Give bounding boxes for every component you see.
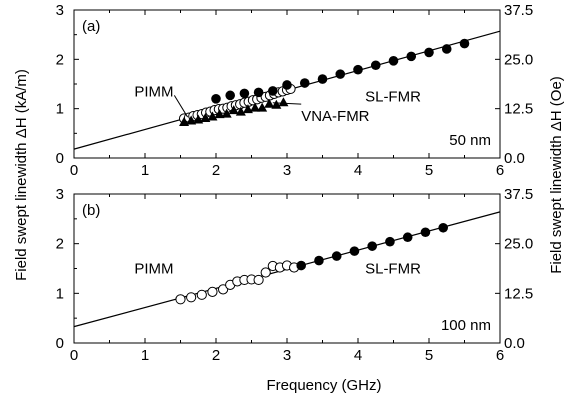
vna-fmr-point <box>278 97 288 106</box>
x-tick-label: 0 <box>70 347 78 364</box>
sl-fmr-point <box>385 237 395 247</box>
pimm-point <box>208 287 217 296</box>
pimm-label: PIMM <box>134 261 173 278</box>
sl-fmr-point <box>240 89 250 99</box>
sl-fmr-point <box>318 74 328 84</box>
sl-fmr-point <box>335 69 345 79</box>
sl-fmr-point <box>350 246 360 256</box>
panel-label: (a) <box>82 18 100 35</box>
y-right-tick-label: 12.5 <box>504 285 533 302</box>
sl-fmr-point <box>406 52 416 62</box>
y-tick-label: 2 <box>56 51 64 68</box>
sl-fmr-point <box>438 223 448 233</box>
x-tick-label: 3 <box>283 347 291 364</box>
sl-fmr-point <box>254 88 264 98</box>
x-tick-label: 0 <box>70 162 78 179</box>
sl-fmr-point <box>389 56 399 66</box>
x-tick-label: 4 <box>354 162 362 179</box>
x-tick-label: 1 <box>141 162 149 179</box>
sl-fmr-point <box>211 94 221 104</box>
y-tick-label: 1 <box>56 101 64 118</box>
sl-fmr-point <box>421 227 431 237</box>
pimm-point <box>254 275 263 284</box>
pimm-label: PIMM <box>134 83 173 100</box>
y-tick-label: 0 <box>56 335 64 352</box>
sl-fmr-point <box>296 261 306 271</box>
panel-a: 0 1 2 3 4 5 6 0 1 2 3 0.0 12.5 25.0 37.5 PIMM VNA-FMR SL-… <box>56 2 534 179</box>
y-tick-label: 1 <box>56 285 64 302</box>
y-axis-label-right: Field swept linewidth ΔH (Oe) <box>548 76 565 274</box>
x-tick-label: 6 <box>496 162 504 179</box>
y-right-tick-label: 25.0 <box>504 51 533 68</box>
x-tick-label: 6 <box>496 347 504 364</box>
sl-fmr-point <box>442 44 452 54</box>
y-right-tick-label: 12.5 <box>504 101 533 118</box>
sl-fmr-point <box>282 80 292 90</box>
y-right-tick-label: 37.5 <box>504 186 533 203</box>
x-tick-label: 1 <box>141 347 149 364</box>
pimm-point <box>176 295 185 304</box>
x-tick-label: 2 <box>212 162 220 179</box>
thickness-label: 100 nm <box>441 317 491 334</box>
x-tick-label: 5 <box>425 347 433 364</box>
x-tick-label: 5 <box>425 162 433 179</box>
sl-fmr-point <box>460 39 470 49</box>
sl-fmr-point <box>353 65 363 75</box>
x-tick-label: 2 <box>212 347 220 364</box>
x-tick-label: 4 <box>354 347 362 364</box>
sl-fmr-point <box>403 232 413 242</box>
y-tick-label: 3 <box>56 2 64 19</box>
pimm-point <box>197 290 206 299</box>
sl-fmr-point <box>268 86 278 96</box>
x-tick-label: 3 <box>283 162 291 179</box>
y-right-tick-label: 0.0 <box>504 335 525 352</box>
sl-fmr-point <box>371 60 381 70</box>
x-axis-label: Frequency (GHz) <box>266 377 381 394</box>
sl-fmr-point <box>225 91 235 101</box>
panel-label: (b) <box>82 202 100 219</box>
sl-fmr-label: SL-FMR <box>365 88 421 105</box>
sl-fmr-label: SL-FMR <box>365 261 421 278</box>
sl-fmr-point <box>314 256 324 266</box>
y-tick-label: 3 <box>56 186 64 203</box>
y-axis-label-left: Field swept linewidth ΔH (kA/m) <box>13 69 30 281</box>
y-right-tick-label: 25.0 <box>504 236 533 253</box>
y-right-tick-label: 37.5 <box>504 2 533 19</box>
y-right-tick-label: 0.0 <box>504 150 525 167</box>
thickness-label: 50 nm <box>449 132 491 149</box>
sl-fmr-point <box>367 241 377 251</box>
y-tick-label: 0 <box>56 150 64 167</box>
pimm-point <box>187 293 196 302</box>
sl-fmr-point <box>424 48 434 58</box>
y-tick-label: 2 <box>56 236 64 253</box>
sl-fmr-point <box>332 251 342 261</box>
pimm-arrow <box>174 95 187 117</box>
vna-fmr-label: VNA-FMR <box>301 108 369 125</box>
panel-b: 0 1 2 3 4 5 6 0 1 2 3 0.0 12.5 25.0 37.5 PIMM SL-FMR (b) 1… <box>56 186 534 364</box>
sl-fmr-point <box>300 78 310 88</box>
